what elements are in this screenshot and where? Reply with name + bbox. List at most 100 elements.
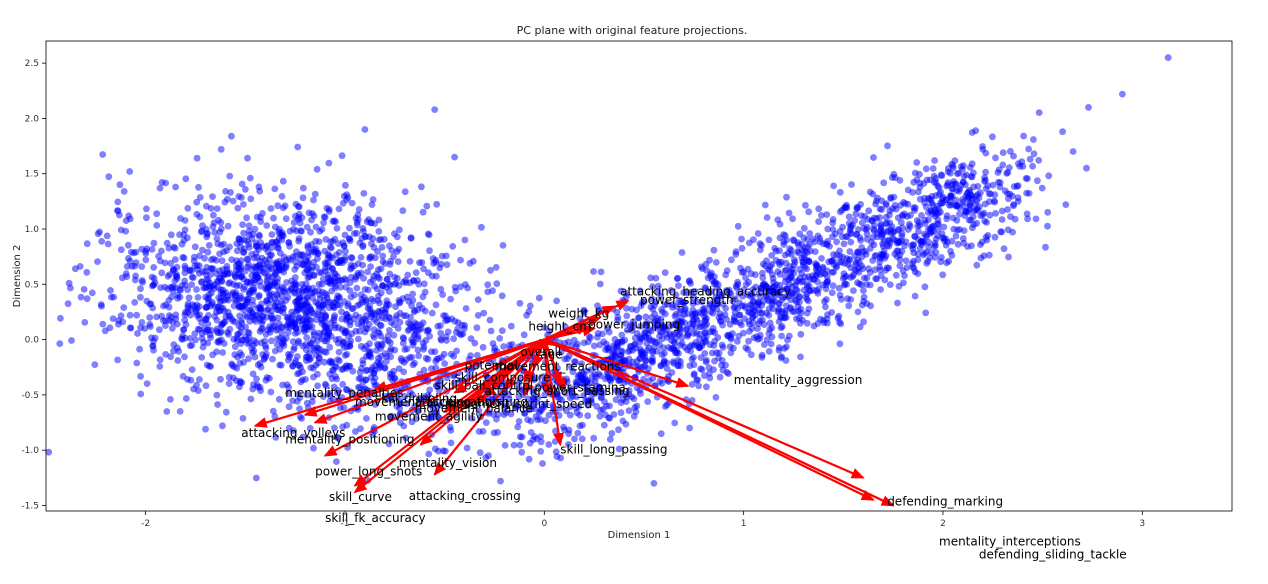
data-point [984,182,992,190]
data-point [507,322,515,330]
data-point [114,198,122,206]
data-point [247,195,255,203]
data-point [537,448,545,455]
data-point [891,201,899,209]
data-point [232,377,240,384]
data-point [876,205,884,213]
data-point [840,240,848,248]
data-point [516,375,524,383]
feature-label: skill_fk_accuracy [325,511,426,525]
data-point [410,338,418,346]
data-point [286,242,293,250]
data-point [962,193,970,200]
data-point [232,297,240,304]
data-point [209,223,217,231]
data-point [303,391,311,399]
data-point [162,351,170,358]
data-point [374,328,382,335]
data-point [371,282,378,290]
data-point [1085,104,1092,111]
data-point [420,366,428,374]
data-point [202,293,210,301]
data-point [199,246,206,254]
data-point [236,282,243,289]
data-point [246,174,254,182]
data-point [628,305,636,313]
data-point [1004,206,1011,213]
data-point [357,254,365,261]
data-point [203,276,211,283]
data-point [911,207,918,214]
data-point [931,212,939,220]
data-point [680,289,688,296]
data-point [278,323,285,331]
data-point [1025,145,1032,153]
data-point [239,221,247,229]
data-point [678,334,686,341]
data-point [179,332,187,340]
data-point [394,325,402,332]
data-point [158,247,165,255]
data-point [824,311,831,318]
data-point [769,271,776,278]
data-point [377,289,385,297]
data-point [143,205,150,213]
data-point [469,257,477,265]
data-point [977,189,984,197]
data-point [1005,164,1013,172]
data-point [887,194,895,201]
data-point [308,398,316,406]
data-point [542,417,549,425]
data-point [252,318,260,325]
data-point [739,292,747,300]
data-point [1062,201,1070,209]
data-point [480,309,488,317]
data-point [748,309,756,317]
data-point [870,154,877,161]
data-point [951,180,959,188]
data-point [803,265,811,273]
data-point [768,252,776,259]
data-point [653,322,660,330]
data-point [1004,226,1012,234]
data-point [1044,208,1052,216]
data-point [726,321,734,328]
data-point [954,170,961,178]
data-point [800,234,808,242]
data-point [749,292,756,299]
data-point [793,287,801,295]
data-point [370,331,377,339]
data-point [117,246,125,254]
data-point [122,227,130,235]
data-point [425,327,432,334]
data-point [319,393,327,400]
data-point [690,317,697,325]
data-point [590,434,598,442]
data-point [291,289,298,297]
data-point [296,219,304,227]
data-point [400,422,408,430]
data-point [397,355,405,362]
data-point [728,256,735,264]
chart-title: PC plane with original feature projectio… [517,24,748,37]
data-point [515,418,523,425]
data-point [153,210,161,218]
data-point [194,294,202,301]
data-point [433,382,441,390]
data-point [279,301,286,308]
data-point [250,288,257,296]
data-point [537,438,545,446]
data-point [863,235,871,243]
data-point [371,401,379,408]
data-point [741,302,749,310]
data-point [705,364,713,371]
data-point [755,306,763,314]
data-point [375,364,383,372]
data-point [311,345,319,352]
data-point [654,282,662,290]
data-point [650,480,658,487]
feature-label: mentality_vision [399,456,497,470]
data-point [742,281,750,288]
data-point [475,428,483,435]
data-point [450,352,458,360]
